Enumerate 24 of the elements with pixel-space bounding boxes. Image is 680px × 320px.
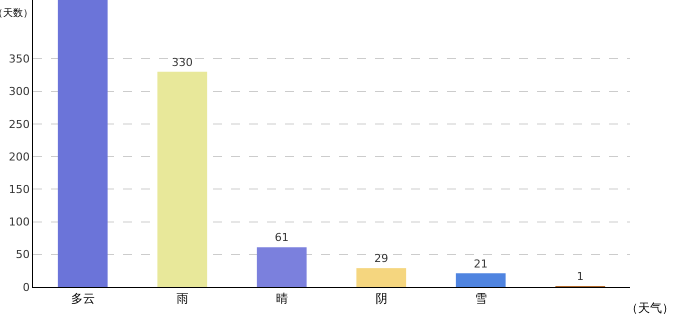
data-label: 330	[172, 56, 193, 69]
x-tick-label: 晴	[276, 291, 288, 306]
y-tick-label: 100	[8, 216, 30, 229]
data-label: 29	[374, 252, 388, 266]
x-tick-label: 雨	[176, 291, 188, 306]
data-label: 61	[274, 231, 289, 244]
bar	[456, 273, 506, 287]
y-tick-label: 150	[8, 183, 30, 196]
y-tick-label: 300	[8, 85, 30, 98]
x-axis-title: （天气）	[626, 301, 674, 315]
y-tick-label: 250	[8, 118, 30, 131]
y-tick-label: 50	[16, 248, 30, 262]
x-tick-label: 阴	[375, 291, 388, 306]
y-tick-label: 200	[8, 150, 30, 164]
y-tick-label: 350	[8, 52, 30, 66]
bar	[58, 0, 108, 287]
data-label: 21	[474, 257, 488, 270]
bar	[157, 72, 208, 287]
data-label: 1	[576, 270, 584, 283]
y-tick-label: 0	[22, 280, 30, 294]
x-tick-label: 雪	[474, 291, 487, 306]
x-tick-label: 多云	[70, 291, 95, 306]
bar	[356, 268, 406, 287]
bar	[256, 247, 307, 287]
